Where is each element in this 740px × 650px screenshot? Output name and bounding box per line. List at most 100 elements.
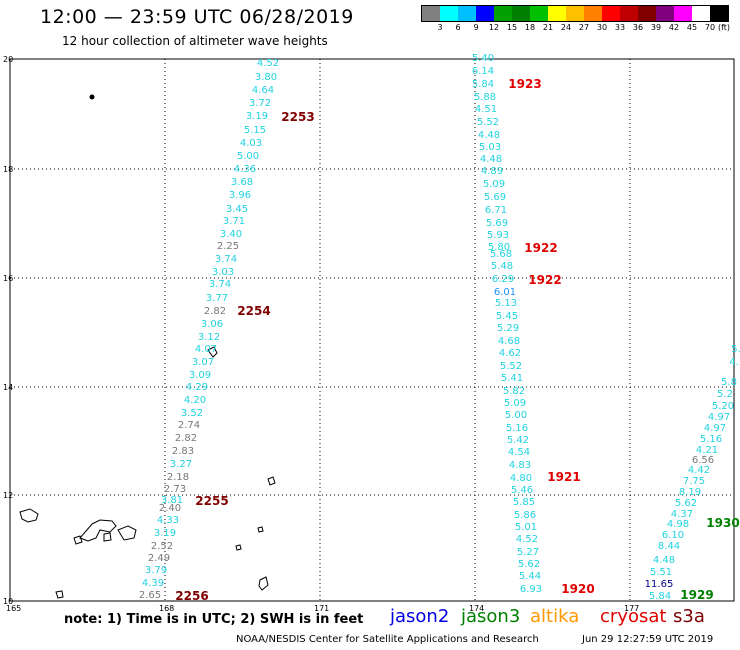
wave-height-value: 6.93 — [520, 584, 542, 595]
scale-label: 36 — [632, 23, 644, 32]
pass-time-label: 1922 — [528, 273, 561, 287]
generation-timestamp: Jun 29 12:27:59 UTC 2019 — [582, 634, 714, 645]
wave-height-value: 2.52 — [151, 541, 173, 552]
wave-height-value: 3.74 — [215, 254, 237, 265]
wave-height-value: 3.81 — [161, 495, 183, 506]
latitude-label: 20 — [3, 55, 13, 64]
wave-height-value: 5.82 — [503, 386, 525, 397]
scale-swatch — [440, 6, 458, 21]
wave-height-value: 4.98 — [667, 519, 689, 530]
satellite-jason3: jason3 — [461, 606, 521, 627]
scale-swatch — [494, 6, 512, 21]
wave-height-value: 5.84 — [649, 591, 671, 602]
wave-height-value: 5.13 — [495, 298, 517, 309]
island — [89, 94, 95, 100]
wave-height-value: 4.89 — [481, 166, 503, 177]
wave-height-value: 4.48 — [653, 555, 675, 566]
wave-height-value: 3.27 — [170, 459, 192, 470]
wave-height-value: 3.77 — [206, 293, 228, 304]
scale-label: 39 — [650, 23, 662, 32]
island — [257, 526, 264, 533]
page-title: 12:00 — 23:59 UTC 06/28/2019 — [40, 6, 354, 28]
wave-height-value: 2.25 — [217, 241, 239, 252]
wave-height-value: 3.40 — [220, 229, 242, 240]
longitude-label: 177 — [624, 604, 639, 613]
wave-height-value: 2.49 — [148, 553, 170, 564]
scale-label: 30 — [596, 23, 608, 32]
altimeter-tracks: 4.52 3.80 4.64 3.72 3.19 5.15 4.03 5.00 4.36 3.68… — [139, 53, 740, 602]
wave-height-value: 5.62 — [518, 559, 540, 570]
scale-label: 24 — [560, 23, 572, 32]
wave-height-value: 3.09 — [189, 370, 211, 381]
pass-time-label: 2253 — [281, 110, 314, 124]
wave-height-value: 4.80 — [510, 473, 532, 484]
pass-time-label: 2255 — [195, 494, 228, 508]
wave-height-value: 5.01 — [515, 522, 537, 533]
scale-swatch — [530, 6, 548, 21]
wave-height-value: 4.97 — [708, 412, 730, 423]
wave-height-value: 5.86 — [514, 510, 536, 521]
wave-height-value: 8.19 — [679, 487, 701, 498]
scale-label: 33 — [614, 23, 626, 32]
wave-height-value: 5.52 — [500, 361, 522, 372]
wave-height-value: 3.19 — [246, 111, 268, 122]
wave-height-value: 6.71 — [485, 205, 507, 216]
wave-height-value: 4.42 — [688, 465, 710, 476]
wave-height-value: 5.68 — [490, 249, 512, 260]
wave-height-value: 3.96 — [229, 190, 251, 201]
latitude-label: 16 — [3, 274, 13, 283]
scale-swatch — [602, 6, 620, 21]
wave-height-value: 6.10 — [662, 530, 684, 541]
wave-height-value: 4.21 — [696, 445, 718, 456]
scale-label: 6 — [455, 23, 461, 32]
scale-swatch — [638, 6, 656, 21]
wave-height-value: 5.03 — [479, 142, 501, 153]
wave-height-value: 5.00 — [505, 410, 527, 421]
wave-height-value: 5.48 — [491, 261, 513, 272]
scale-label: 18 — [524, 23, 536, 32]
wave-height-value: 6.29 — [492, 274, 514, 285]
wave-height-value: 6.01 — [494, 287, 516, 298]
wave-height-value: 5.29 — [497, 323, 519, 334]
island — [258, 576, 269, 591]
wave-height-value: 6.14 — [472, 66, 494, 77]
wave-height-value: 8.44 — [658, 541, 680, 552]
pass-time-label: 1923 — [508, 77, 541, 91]
wave-height-value: 5.93 — [487, 230, 509, 241]
wave-height-value: 5.69 — [484, 192, 506, 203]
scale-label: 70 — [704, 23, 716, 32]
wave-height-value: 3.19 — [154, 528, 176, 539]
wave-height-value: 4.29 — [186, 382, 208, 393]
latitude-label: 10 — [3, 597, 13, 606]
page-subtitle: 12 hour collection of altimeter wave hei… — [62, 34, 328, 48]
wave-height-value: 5.41 — [501, 373, 523, 384]
island — [267, 476, 276, 486]
pass-time-label: 1929 — [680, 588, 713, 602]
wave-height-value: 5.88 — [474, 92, 496, 103]
wave-height-value: 3.68 — [231, 177, 253, 188]
satellite-cryosat: cryosat — [600, 606, 667, 627]
wave-height-value: 3.45 — [226, 204, 248, 215]
scale-label: 12 — [488, 23, 500, 32]
wave-height-value: 3.74 — [209, 279, 231, 290]
island — [55, 590, 64, 599]
wave-height-value: 7.75 — [683, 476, 705, 487]
scale-label: 9 — [473, 23, 479, 32]
scale-swatch — [512, 6, 530, 21]
wave-height-value: 5.62 — [675, 498, 697, 509]
island — [19, 508, 39, 523]
pass-time-label: 2254 — [237, 304, 270, 318]
pass-time-label: 1930 — [706, 516, 739, 530]
wave-height-value: 5.40 — [472, 53, 494, 64]
wave-height-value: 3.80 — [255, 72, 277, 83]
scale-swatch — [566, 6, 584, 21]
island — [235, 544, 242, 551]
map-frame — [9, 58, 735, 602]
wave-height-value: 5.27 — [517, 547, 539, 558]
latitude-label: 18 — [3, 165, 13, 174]
pass-time-label: 2256 — [175, 589, 208, 603]
wave-height-color-scale — [421, 5, 729, 22]
wave-height-value: 3.06 — [201, 319, 223, 330]
wave-height-value: 6.56 — [692, 455, 714, 466]
satellite-jason2: jason2 — [390, 606, 450, 627]
